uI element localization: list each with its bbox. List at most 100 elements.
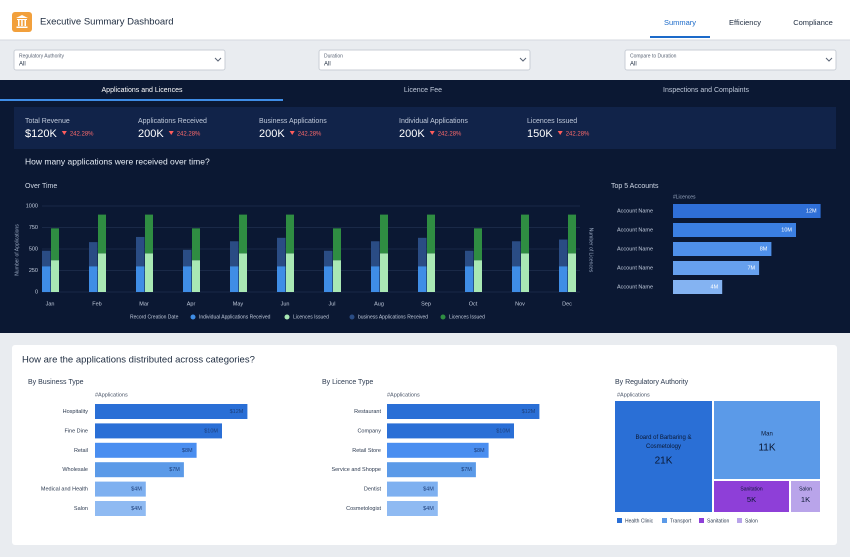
y-tick-label: 0	[35, 289, 38, 295]
bar-segment	[333, 260, 341, 292]
bar-segment	[230, 266, 239, 292]
bar-segment	[286, 253, 294, 292]
value-label: $4M	[131, 487, 142, 493]
filter-dropdown[interactable]	[318, 49, 531, 71]
kpi-value: 200K	[259, 128, 285, 140]
x-tick-label: Oct	[469, 301, 478, 307]
kpi-change: 242.28%	[70, 132, 94, 138]
axis-label: #Licences	[673, 194, 696, 200]
bar	[95, 442, 197, 458]
kpi-change: 242.28%	[177, 132, 201, 138]
x-tick-label: Jan	[46, 301, 55, 307]
category-label: Account Name	[617, 246, 653, 252]
chart-title: By Regulatory Authority	[615, 379, 689, 386]
panel-tab[interactable]: Applications and Licences	[102, 87, 183, 94]
treemap-cell[interactable]	[615, 401, 712, 512]
bar	[387, 423, 514, 439]
kpi-change: 242.28%	[298, 132, 322, 138]
legend-swatch	[349, 314, 355, 320]
category-label: Medical and Health	[41, 487, 88, 493]
bar-segment	[89, 242, 98, 267]
filter-dropdown[interactable]	[13, 49, 226, 71]
category-label: Retail Store	[352, 448, 381, 454]
filter-dropdown[interactable]	[624, 49, 837, 71]
kpi-label: Individual Applications	[399, 118, 468, 125]
bar-segment	[465, 250, 474, 267]
value-label: $12M	[230, 409, 244, 415]
x-tick-label: Aug	[374, 301, 384, 307]
value-label: $4M	[131, 506, 142, 512]
x-tick-label: Feb	[92, 301, 101, 307]
dropdown-chevron	[214, 57, 222, 62]
chart-title: Top 5 Accounts	[611, 183, 659, 190]
bar-segment	[239, 253, 247, 292]
bar-segment	[380, 214, 388, 254]
x-tick-label: Nov	[515, 301, 525, 307]
panel-tab[interactable]: Inspections and Complaints	[663, 87, 749, 94]
bar	[95, 481, 146, 497]
category-label: Account Name	[617, 227, 653, 233]
category-label: Company	[357, 428, 381, 434]
value-label: 4M	[711, 284, 719, 290]
value-label: $7M	[461, 467, 472, 473]
bar-segment	[418, 237, 427, 267]
dropdown-chevron	[825, 57, 833, 62]
filter-value: All	[19, 62, 26, 68]
bar-segment	[474, 228, 482, 261]
section-question: How many applications were received over…	[25, 156, 210, 166]
legend-label: Individual Applications Received	[199, 314, 271, 320]
legend-label: Licences Issued	[293, 314, 329, 320]
y-axis-title: Number of Applications	[14, 224, 20, 276]
nav-tab[interactable]: Efficiency	[729, 18, 761, 27]
bar-segment	[286, 214, 294, 254]
kpi-label: Applications Received	[138, 118, 207, 125]
kpi-label: Business Applications	[259, 118, 327, 125]
kpi-trend-icon	[168, 131, 174, 135]
treemap-cell[interactable]	[714, 481, 789, 512]
bar	[387, 442, 489, 458]
bar-segment	[512, 241, 521, 267]
bar-segment	[568, 253, 576, 292]
treemap-cell[interactable]	[791, 481, 820, 512]
header-bar	[0, 0, 850, 40]
bar	[673, 242, 772, 256]
nav-tab[interactable]: Compliance	[793, 18, 833, 27]
legend-label: Sanitation	[707, 518, 729, 524]
category-label: Cosmetologist	[346, 506, 381, 512]
bar-segment	[568, 214, 576, 254]
bar-segment	[183, 266, 192, 292]
bar-segment	[145, 214, 153, 254]
bar-segment	[418, 266, 427, 292]
bar-segment	[474, 260, 482, 292]
kpi-strip	[14, 107, 836, 149]
kpi-trend-icon	[289, 131, 295, 135]
bar-segment	[136, 266, 145, 292]
bar-segment	[324, 250, 333, 267]
kpi-trend-icon	[429, 131, 435, 135]
kpi-value: 150K	[527, 128, 553, 140]
value-label: 10M	[781, 227, 792, 233]
bar-segment	[371, 241, 380, 267]
bar-segment	[333, 228, 341, 261]
bar-segment	[521, 214, 529, 254]
category-label: Account Name	[617, 284, 653, 290]
bar	[673, 261, 760, 275]
bar-segment	[145, 253, 153, 292]
cell-value: 21K	[655, 456, 673, 467]
value-label: $8M	[474, 448, 485, 454]
value-label: 7M	[747, 265, 755, 271]
legend-label: business Applications Received	[358, 314, 428, 320]
panel-tab[interactable]: Licence Fee	[404, 87, 442, 94]
value-label: $8M	[182, 448, 193, 454]
filter-label: Regulatory Authority	[19, 53, 65, 59]
value-label: $10M	[204, 428, 218, 434]
nav-tab[interactable]: Summary	[664, 18, 696, 27]
cell-label: Man	[761, 432, 773, 438]
category-label: Service and Shoppe	[331, 467, 381, 473]
category-label: Restaurant	[354, 409, 381, 415]
treemap-cell[interactable]	[714, 401, 820, 479]
filter-value: All	[324, 62, 331, 68]
axis-label: #Applications	[95, 392, 128, 398]
bar	[387, 481, 438, 497]
